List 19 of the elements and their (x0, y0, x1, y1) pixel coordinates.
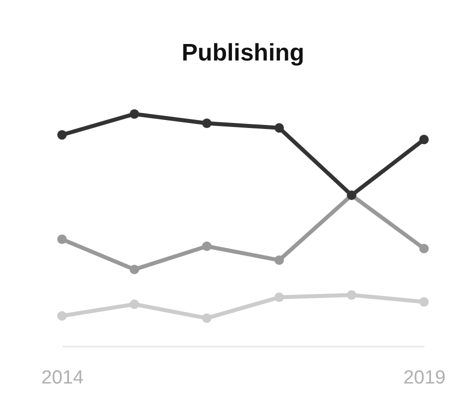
point (130, 300, 140, 309)
point (202, 118, 212, 128)
point (274, 292, 284, 302)
point (274, 123, 284, 133)
x-tick-label: 2014 (41, 368, 84, 388)
point (202, 242, 212, 251)
point (419, 134, 429, 144)
point (130, 264, 140, 274)
point (130, 109, 140, 119)
x-tick-label: 2019 (403, 368, 446, 388)
point (346, 290, 356, 300)
point (57, 234, 67, 244)
point (57, 311, 67, 321)
point (274, 255, 284, 265)
point (57, 130, 67, 140)
point (419, 244, 429, 254)
chart-title: Publishing (182, 39, 304, 66)
point (419, 297, 429, 307)
point (202, 313, 212, 323)
